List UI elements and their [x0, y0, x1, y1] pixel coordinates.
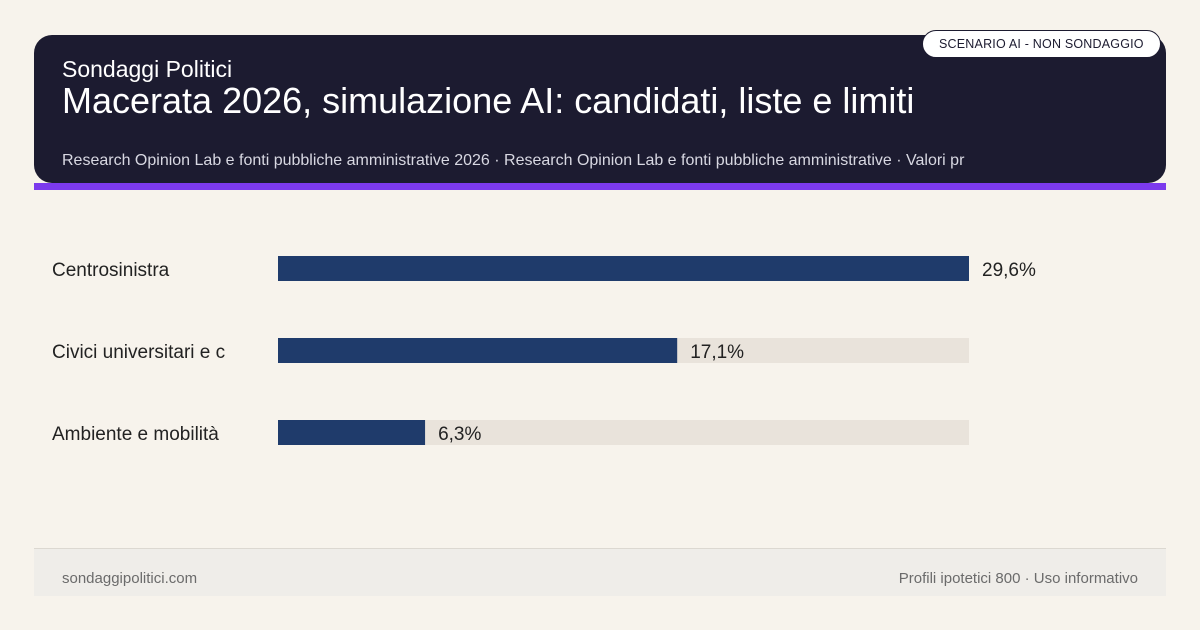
brand-name: Sondaggi Politici — [62, 56, 233, 82]
header-panel: Sondaggi Politici Macerata 2026, simulaz… — [34, 35, 1166, 183]
footer: sondaggipolitici.com Profili ipotetici 8… — [34, 548, 1166, 596]
footer-note: Profili ipotetici 800 · Uso informativo — [898, 570, 1138, 587]
source-subtitle: Research Opinion Lab e fonti pubbliche a… — [62, 152, 965, 169]
value-label: 29,6% — [982, 260, 1036, 281]
page-title: Macerata 2026, simulazione AI: candidati… — [62, 80, 915, 121]
footer-site: sondaggipolitici.com — [62, 570, 198, 587]
bar — [278, 256, 969, 281]
value-label: 17,1% — [690, 342, 744, 363]
category-label: Ambiente e mobilità — [52, 424, 219, 445]
value-label: 6,3% — [438, 424, 481, 445]
category-label: Centrosinistra — [52, 260, 170, 281]
accent-bar — [34, 183, 1166, 190]
bar — [278, 420, 426, 445]
bar — [278, 338, 678, 363]
category-label: Civici universitari e c — [52, 342, 225, 363]
scenario-badge: SCENARIO AI - NON SONDAGGIO — [922, 30, 1161, 58]
